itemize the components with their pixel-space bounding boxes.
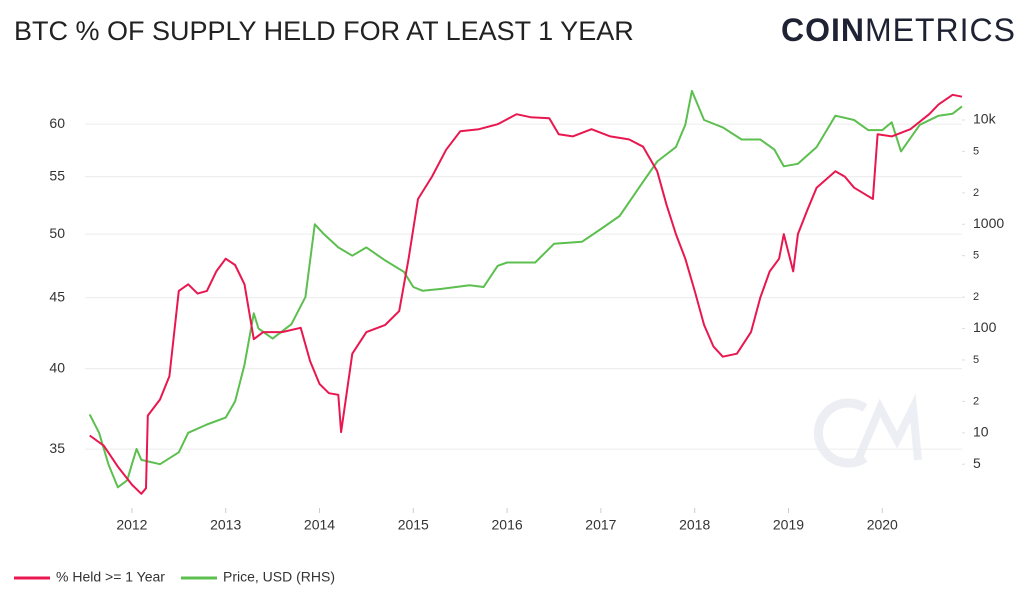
y-tick-label: 45	[49, 288, 65, 304]
y2-tick-label: 2	[973, 291, 979, 303]
y-tick-label: 60	[49, 115, 65, 131]
y2-tick-label: 1000	[973, 215, 1004, 231]
chart-title: BTC % OF SUPPLY HELD FOR AT LEAST 1 YEAR	[14, 16, 634, 46]
y-tick-label: 35	[49, 440, 65, 456]
x-tick-label: 2014	[304, 517, 335, 533]
y2-tick-label: 10	[973, 424, 989, 440]
watermark	[813, 393, 922, 468]
y2-tick-label: 5	[973, 250, 979, 262]
logo-bold: COIN	[781, 12, 865, 48]
y2-tick-label: 2	[973, 395, 979, 407]
logo-light: METRICS	[865, 12, 1016, 48]
y2-tick-label: 10k	[973, 111, 997, 127]
y2-tick-label: 5	[973, 145, 979, 157]
series-line	[89, 93, 963, 495]
legend-label: Price, USD (RHS)	[223, 569, 335, 585]
logo: COINMETRICS	[781, 12, 1016, 48]
x-tick-label: 2018	[679, 517, 710, 533]
x-tick-label: 2013	[210, 517, 241, 533]
x-tick-label: 2012	[116, 517, 147, 533]
legend-label: % Held >= 1 Year	[56, 569, 165, 585]
x-tick-label: 2019	[773, 517, 804, 533]
y-tick-label: 50	[49, 225, 65, 241]
x-tick-label: 2020	[867, 517, 898, 533]
y2-tick-label: 5	[973, 455, 981, 471]
y2-tick-label: 100	[973, 319, 997, 335]
x-tick-label: 2016	[492, 517, 523, 533]
y-tick-label: 55	[49, 167, 65, 183]
y2-tick-label: 2	[973, 187, 979, 199]
x-tick-label: 2017	[585, 517, 616, 533]
series-line	[88, 89, 963, 489]
y2-tick-label: 5	[973, 354, 979, 366]
y-tick-label: 40	[49, 359, 65, 375]
x-tick-label: 2015	[398, 517, 429, 533]
